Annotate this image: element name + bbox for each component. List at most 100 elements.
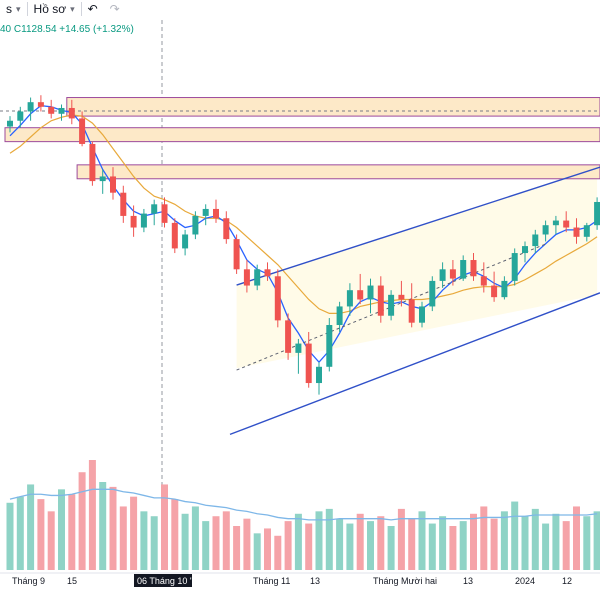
undo-icon: ↶ (87, 2, 98, 16)
candle-body (89, 143, 96, 182)
profile-menu-button[interactable]: Hồ sơ ▾ (28, 0, 81, 18)
volume-bar (377, 516, 385, 570)
volume-bar (284, 521, 292, 570)
volume-bar (37, 499, 45, 570)
volume-bar (408, 518, 416, 570)
x-tick-label: 12 (562, 576, 572, 586)
candle-body (388, 294, 395, 316)
volume-bar (387, 526, 395, 570)
volume-bar (593, 511, 600, 570)
volume-bar (459, 521, 467, 570)
volume-bar (233, 526, 241, 570)
volume-bar (490, 518, 498, 570)
candle-body (285, 320, 292, 353)
chevron-down-icon: ▾ (70, 3, 75, 14)
candle-body (140, 213, 147, 228)
volume-bar (521, 516, 529, 570)
volume-bar (418, 511, 426, 570)
undo-button[interactable]: ↶ (82, 0, 104, 18)
candle-body (171, 222, 178, 249)
volume-bar (325, 508, 333, 570)
volume-bar (253, 533, 261, 570)
candle-body (480, 276, 487, 286)
crosshair-date-label: 06 Tháng 10 '23 (134, 574, 202, 587)
candle-body (408, 299, 415, 323)
candle-body (213, 208, 219, 219)
x-tick-label: 06 Tháng 10 '23 (137, 576, 202, 586)
resistance-zone (66, 97, 600, 117)
x-tick-label: Tháng Mười hai (373, 576, 437, 586)
volume-bar (150, 516, 158, 570)
volume-bar (88, 460, 96, 570)
candle-body (470, 260, 477, 277)
candle-body (223, 218, 230, 240)
channel-upper-line (236, 166, 600, 286)
volume-bar (294, 513, 302, 570)
volume-bar (6, 502, 14, 570)
candle-body (79, 118, 86, 144)
volume-bar (27, 484, 35, 570)
volume-bar (480, 506, 488, 570)
candle-body (491, 285, 498, 298)
toolbar-divider (80, 2, 82, 16)
x-tick-label: 13 (463, 576, 473, 586)
resistance-zone (4, 127, 600, 143)
channel-lower-line (229, 292, 600, 436)
profile-label: Hồ sơ (33, 2, 67, 16)
volume-bar (58, 489, 65, 570)
chevron-down-icon: ▾ (16, 3, 21, 14)
volume-bar (573, 506, 580, 570)
candle-body (264, 269, 271, 277)
candle-body (27, 102, 34, 112)
candle-body (367, 285, 374, 300)
candle-body (130, 215, 137, 228)
volume-bar (109, 486, 117, 570)
redo-button[interactable]: ↷ (104, 0, 126, 18)
candle-body (419, 306, 425, 323)
candle-body (522, 246, 528, 254)
candle-body (110, 176, 116, 193)
volume-bar (531, 508, 539, 570)
volume-bar (542, 523, 550, 570)
redo-icon: ↷ (109, 2, 120, 16)
candle-body (7, 120, 13, 127)
volume-bar (16, 496, 24, 570)
candle-body (182, 234, 189, 249)
volume-bar (315, 511, 323, 570)
volume-bar (181, 513, 189, 570)
candle-body (563, 220, 570, 228)
volume-bar (222, 511, 230, 570)
candle-body (532, 234, 539, 247)
toolbar-partial-label: s (6, 2, 12, 16)
candle-body (48, 106, 55, 114)
candle-body (68, 107, 75, 119)
candle-body (120, 192, 127, 216)
fast-ma-line (9, 104, 598, 364)
toolbar-menu-partial[interactable]: s ▾ (0, 0, 27, 18)
candle-body (583, 225, 590, 237)
resistance-zone (76, 164, 600, 180)
volume-bar (140, 511, 148, 570)
volume-bar (346, 523, 354, 570)
volume-bar (130, 496, 138, 570)
candle-body (460, 260, 467, 279)
volume-bar (356, 513, 364, 570)
candle-body (346, 290, 353, 307)
candle-body (202, 208, 209, 216)
toolbar-divider (26, 2, 28, 16)
volume-bar (397, 508, 405, 570)
candle-body (99, 176, 106, 182)
volume-bar (428, 523, 436, 570)
candle-body (243, 269, 250, 286)
volume-bar (264, 528, 271, 570)
top-toolbar: s ▾ Hồ sơ ▾ ↶ ↷ (0, 0, 600, 18)
volume-bar (191, 506, 199, 570)
candle-body (161, 204, 168, 223)
volume-bar (367, 521, 374, 570)
candle-body (192, 215, 199, 235)
volume-bar (212, 516, 220, 570)
candle-body (511, 253, 518, 281)
volume-bar (99, 482, 107, 570)
volume-bar (336, 518, 344, 570)
